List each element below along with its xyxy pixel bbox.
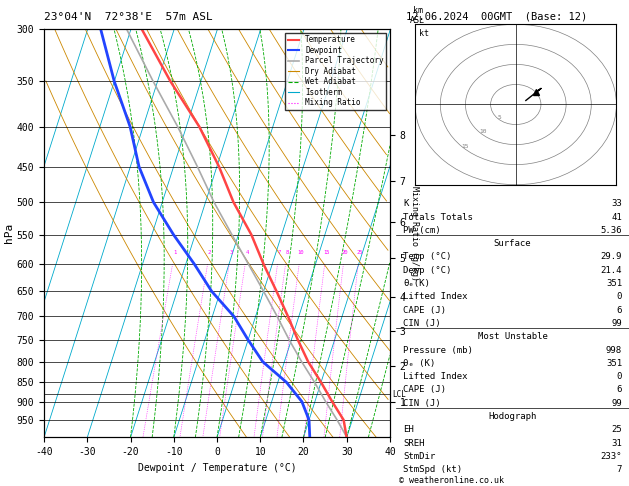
Text: km
ASL: km ASL [410,6,425,25]
Text: 33: 33 [611,199,622,208]
Text: CIN (J): CIN (J) [403,319,441,328]
Text: 351: 351 [606,279,622,288]
Text: 99: 99 [611,319,622,328]
Text: 1: 1 [173,250,176,255]
Text: 8: 8 [286,250,289,255]
Text: 23°04'N  72°38'E  57m ASL: 23°04'N 72°38'E 57m ASL [44,12,213,22]
Text: 6: 6 [616,306,622,314]
Text: 0: 0 [616,293,622,301]
Text: 10: 10 [479,129,487,134]
Text: Dewp (°C): Dewp (°C) [403,266,452,275]
Text: 25: 25 [611,425,622,434]
Text: © weatheronline.co.uk: © weatheronline.co.uk [399,475,504,485]
Text: PW (cm): PW (cm) [403,226,441,235]
Text: 351: 351 [606,359,622,368]
Text: CIN (J): CIN (J) [403,399,441,408]
Text: Most Unstable: Most Unstable [477,332,548,341]
Text: 29.9: 29.9 [601,252,622,261]
Text: 5: 5 [498,115,501,120]
Text: Temp (°C): Temp (°C) [403,252,452,261]
Text: 41: 41 [611,212,622,222]
Text: 6: 6 [616,385,622,395]
Text: kt: kt [419,29,429,38]
X-axis label: Dewpoint / Temperature (°C): Dewpoint / Temperature (°C) [138,463,296,473]
Text: CAPE (J): CAPE (J) [403,306,446,314]
Text: LCL: LCL [392,390,406,399]
Text: 7: 7 [616,465,622,474]
Text: 7: 7 [277,250,281,255]
Text: 31: 31 [611,438,622,448]
Text: CAPE (J): CAPE (J) [403,385,446,395]
Text: EH: EH [403,425,414,434]
Text: 15: 15 [462,144,469,149]
Text: 15: 15 [323,250,330,255]
Text: K: K [403,199,409,208]
Text: StmSpd (kt): StmSpd (kt) [403,465,462,474]
Text: 12.06.2024  00GMT  (Base: 12): 12.06.2024 00GMT (Base: 12) [406,12,587,22]
Text: StmDir: StmDir [403,452,435,461]
Text: 21.4: 21.4 [601,266,622,275]
Y-axis label: hPa: hPa [4,223,14,243]
Text: Totals Totals: Totals Totals [403,212,473,222]
Text: 998: 998 [606,346,622,354]
Text: 4: 4 [245,250,248,255]
Legend: Temperature, Dewpoint, Parcel Trajectory, Dry Adiabat, Wet Adiabat, Isotherm, Mi: Temperature, Dewpoint, Parcel Trajectory… [286,33,386,110]
Text: 0: 0 [616,372,622,381]
Text: 5.36: 5.36 [601,226,622,235]
Text: Surface: Surface [494,239,532,248]
Text: SREH: SREH [403,438,425,448]
Text: 20: 20 [342,250,348,255]
Text: Lifted Index: Lifted Index [403,293,468,301]
Text: θₑ(K): θₑ(K) [403,279,430,288]
Y-axis label: Mixing Ratio (g/kg): Mixing Ratio (g/kg) [411,186,420,281]
Text: 3: 3 [230,250,233,255]
Text: 99: 99 [611,399,622,408]
Text: Lifted Index: Lifted Index [403,372,468,381]
Text: 2: 2 [208,250,211,255]
Text: Pressure (mb): Pressure (mb) [403,346,473,354]
Text: 233°: 233° [601,452,622,461]
Text: 25: 25 [356,250,363,255]
Text: θₑ (K): θₑ (K) [403,359,435,368]
Text: 10: 10 [298,250,304,255]
Text: Hodograph: Hodograph [489,412,537,421]
